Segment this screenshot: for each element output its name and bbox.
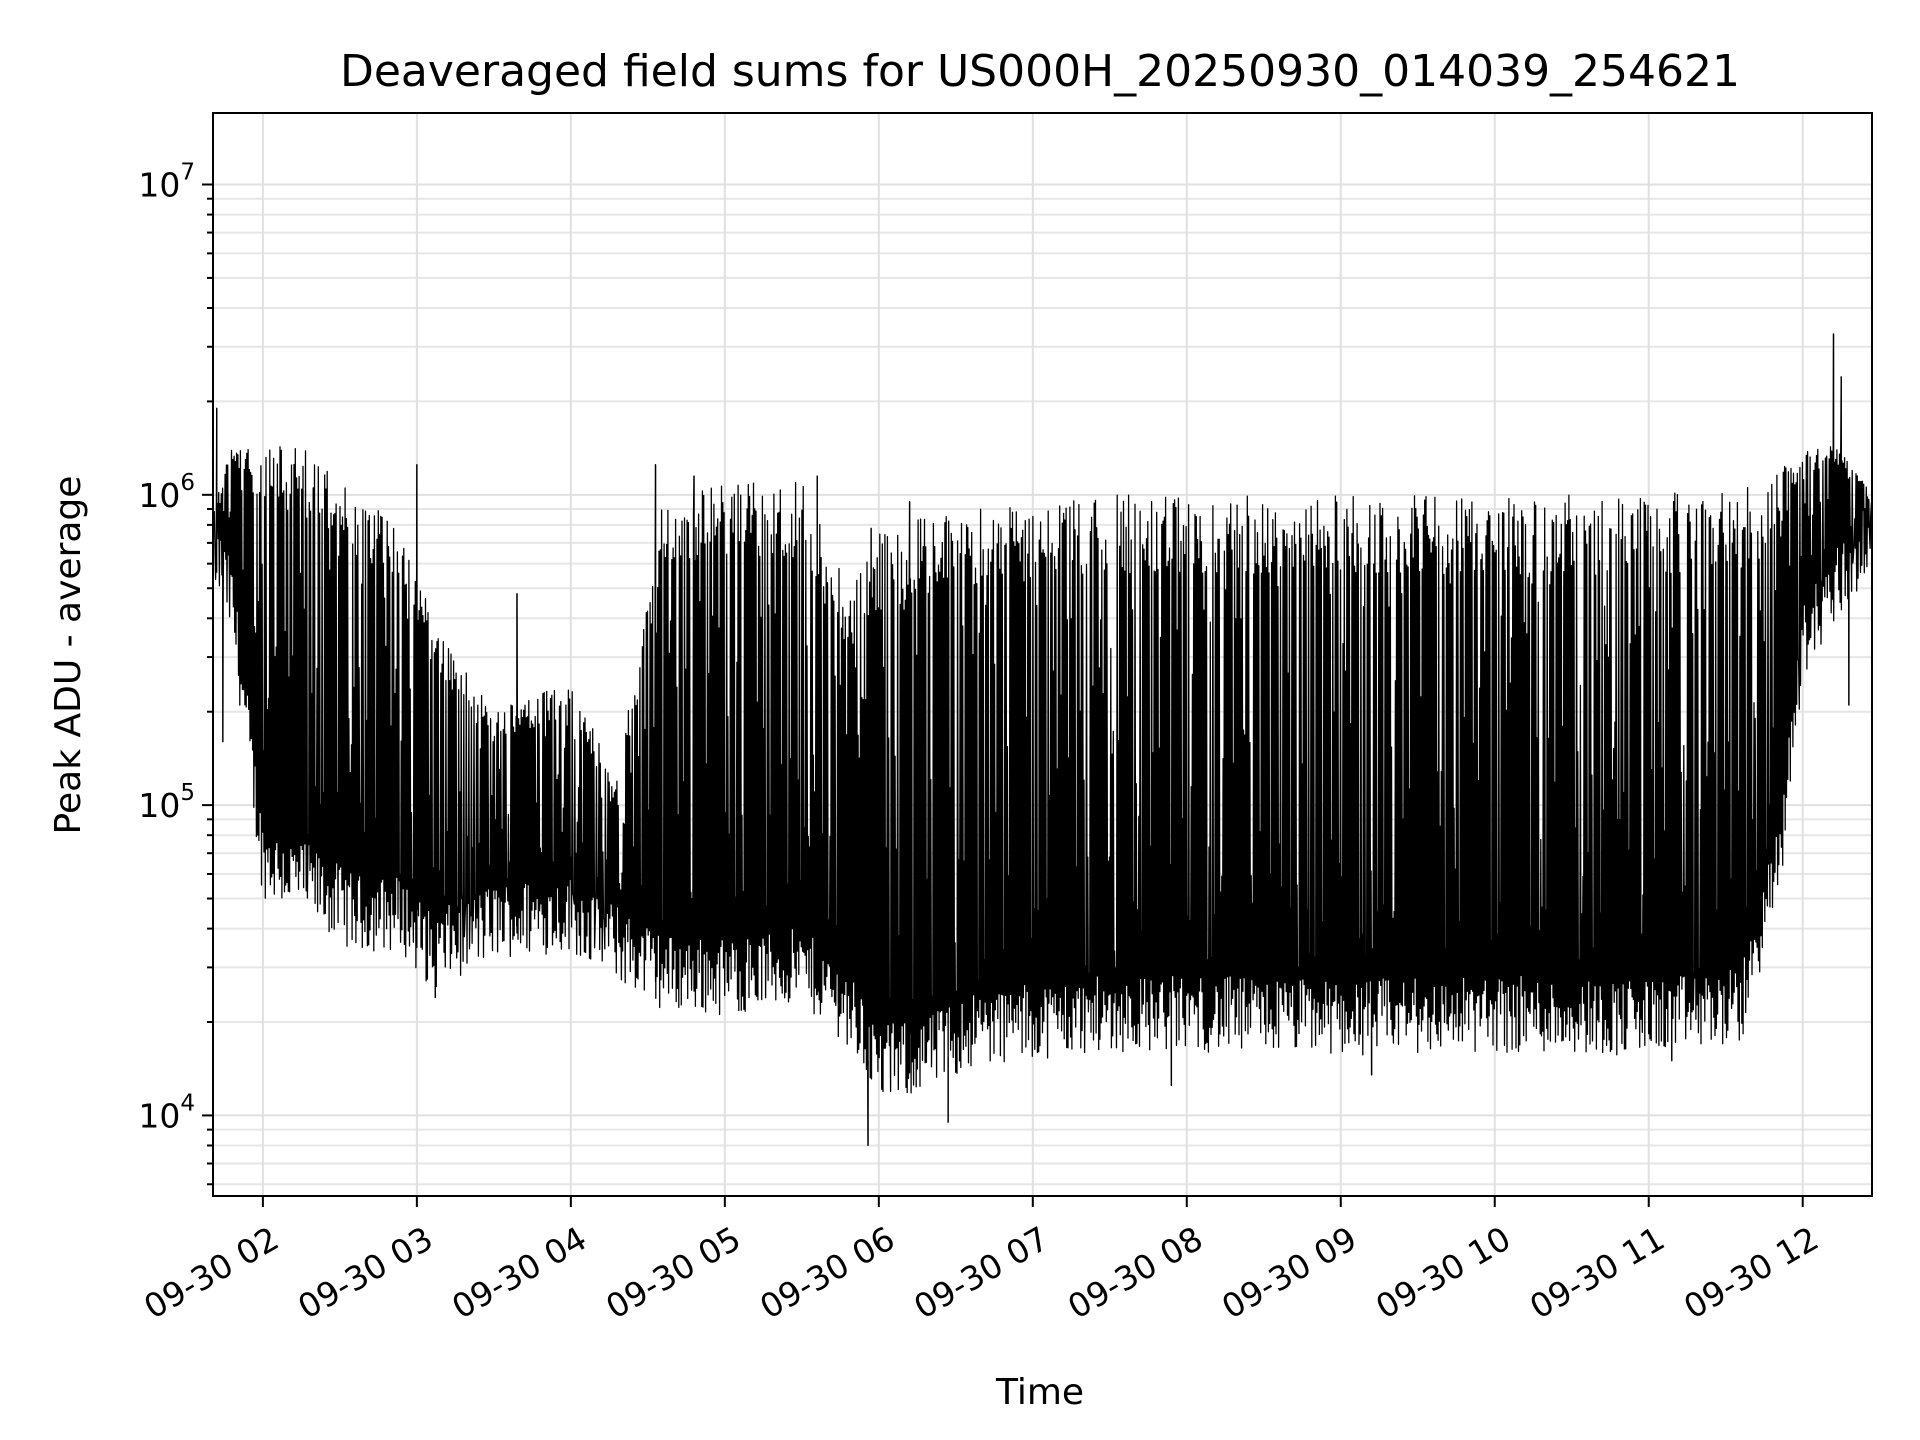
y-tick-label: 107 bbox=[138, 160, 195, 205]
y-tick-label: 105 bbox=[138, 780, 195, 825]
x-axis-label: Time bbox=[995, 1372, 1084, 1413]
chart-title: Deaveraged field sums for US000H_2025093… bbox=[340, 46, 1740, 97]
y-tick-label: 104 bbox=[138, 1090, 195, 1135]
series-line bbox=[212, 333, 1873, 1147]
y-tick-label: 106 bbox=[138, 470, 195, 515]
plot-frame bbox=[212, 112, 1873, 1197]
series-group bbox=[212, 333, 1873, 1147]
y-axis: 104 105 106 107 bbox=[138, 160, 213, 1186]
y-axis-label: Peak ADU - average bbox=[48, 476, 89, 835]
